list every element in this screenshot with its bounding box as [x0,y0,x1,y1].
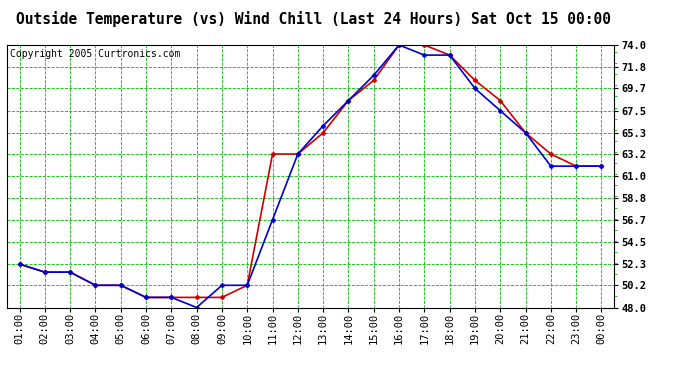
Text: Copyright 2005 Curtronics.com: Copyright 2005 Curtronics.com [10,49,180,59]
Text: Outside Temperature (vs) Wind Chill (Last 24 Hours) Sat Oct 15 00:00: Outside Temperature (vs) Wind Chill (Las… [17,11,611,27]
